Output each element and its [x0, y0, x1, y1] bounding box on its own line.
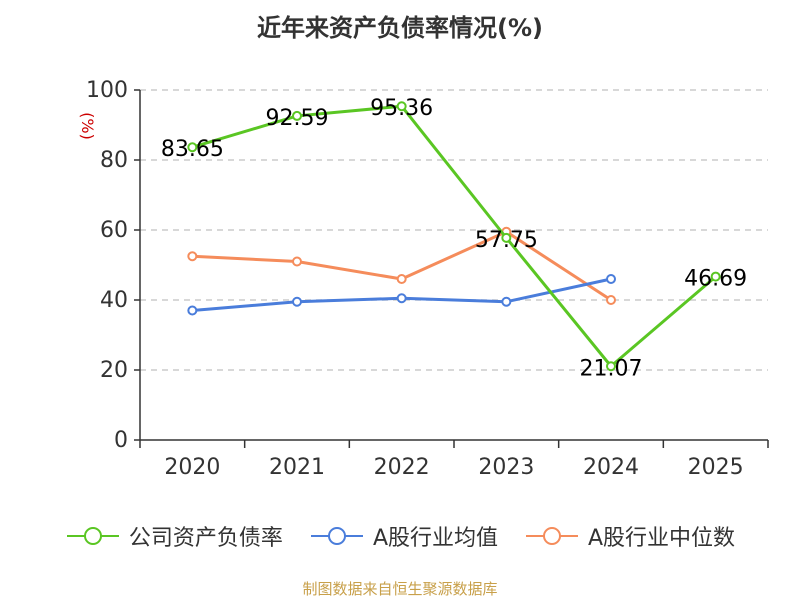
data-point: [292, 296, 302, 307]
data-label: 92.59: [266, 106, 329, 131]
legend-item[interactable]: A股行业中位数: [524, 520, 735, 552]
data-point: [710, 271, 721, 282]
legend-label: A股行业均值: [372, 526, 498, 551]
data-labels: 83.65 92.59 95.36 57.75 21.07 46.69: [161, 96, 747, 381]
data-label: 21.07: [580, 356, 643, 381]
data-label: 57.75: [475, 228, 538, 253]
data-point: [606, 274, 616, 284]
chart-title: 近年来资产负债率情况(%): [257, 14, 543, 42]
data-point: [501, 232, 512, 243]
data-point: [606, 295, 616, 305]
grid-lines: [140, 89, 768, 371]
legend-swatch: [310, 527, 363, 545]
legend-item[interactable]: 公司资产负债率: [65, 520, 283, 552]
legend-label: 公司资产负债率: [128, 526, 283, 551]
x-tick-label: 2021: [269, 455, 325, 480]
data-point: [396, 274, 407, 284]
x-tick-label: 2020: [164, 455, 220, 480]
data-point: [187, 142, 198, 153]
legend: 公司资产负债率 A股行业均值 A股行业中位数: [0, 520, 800, 552]
axes: 0 20 40 60 80 100 2020 2021 2022 2023 2024 2025 (%): [78, 78, 769, 480]
legend-swatch-marker: [83, 527, 102, 545]
data-point: [606, 361, 616, 372]
data-point: [187, 305, 198, 316]
x-tick-label: 2022: [374, 455, 430, 480]
source-note: 制图数据来自恒生聚源数据库: [302, 580, 498, 598]
y-tick-label: 0: [114, 428, 128, 453]
data-point: [501, 296, 512, 307]
y-tick-label: 80: [100, 148, 128, 173]
legend-swatch: [526, 527, 578, 545]
data-point: [396, 293, 407, 304]
legend-swatch: [66, 527, 119, 545]
y-axis-unit-label: (%): [78, 112, 97, 140]
x-tick-label: 2025: [688, 455, 744, 480]
legend-swatch-marker: [543, 527, 561, 545]
legend-label: A股行业中位数: [588, 526, 736, 551]
data-label: 46.69: [684, 267, 747, 292]
series-line: [191, 104, 717, 368]
y-tick-label: 60: [100, 218, 128, 243]
data-point: [396, 101, 407, 112]
data-point: [292, 256, 302, 267]
y-tick-label: 100: [86, 78, 128, 103]
data-point: [292, 110, 302, 121]
data-point: [187, 251, 198, 262]
y-tick-label: 40: [100, 288, 128, 313]
legend-swatch-marker: [327, 527, 346, 545]
data-label: 83.65: [161, 137, 224, 162]
x-tick-label: 2024: [583, 455, 639, 480]
legend-item[interactable]: A股行业均值: [309, 520, 498, 552]
y-tick-label: 20: [100, 358, 128, 383]
series-lines: [187, 101, 721, 372]
data-label: 95.36: [370, 96, 433, 121]
x-tick-label: 2023: [478, 455, 534, 480]
